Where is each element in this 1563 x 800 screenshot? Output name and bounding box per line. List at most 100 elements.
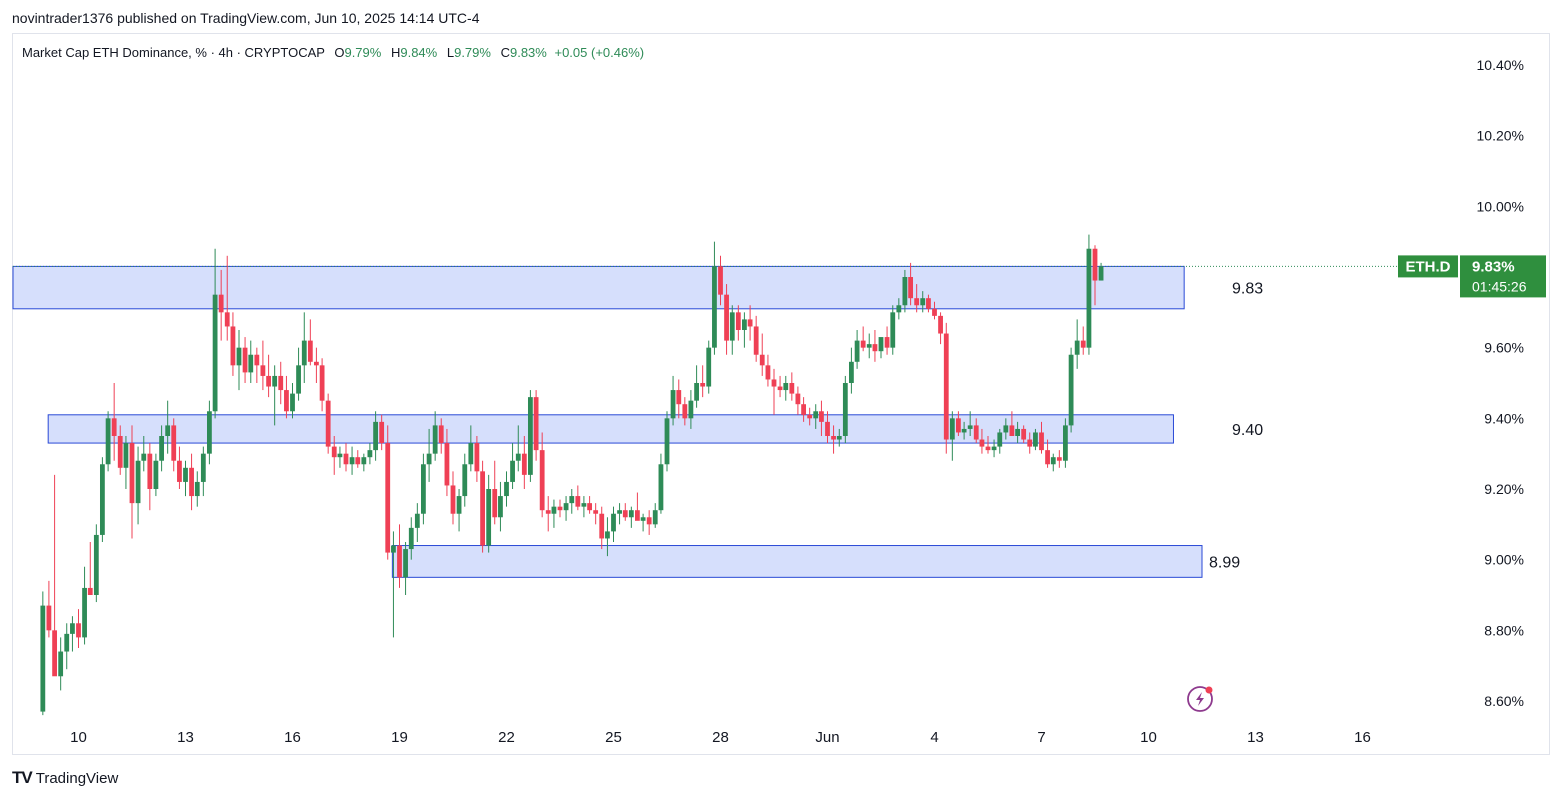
candle-body [563, 503, 569, 511]
candle [682, 397, 688, 426]
candle-body [510, 460, 515, 482]
candle [105, 411, 111, 472]
candle-body [617, 510, 622, 514]
candle-body [218, 294, 224, 313]
candle-body [278, 375, 284, 391]
candle [741, 312, 747, 348]
candle [718, 255, 723, 306]
candle [450, 471, 456, 525]
candle-body [171, 425, 177, 461]
candle [932, 301, 937, 320]
candle-body [1080, 340, 1086, 348]
candle [1027, 432, 1033, 454]
candle [771, 368, 777, 415]
candle-body [884, 337, 890, 348]
candle [379, 414, 385, 451]
candle [1045, 439, 1050, 468]
x-tick-label: 10 [70, 729, 87, 746]
symbol-title: Market Cap ETH Dominance, % · 4h · CRYPT… [22, 45, 325, 60]
tradingview-footer[interactable]: TV TradingView [12, 768, 118, 788]
candle [313, 347, 319, 383]
candle [218, 269, 224, 341]
candle-body [628, 510, 634, 518]
candle [296, 347, 301, 401]
candle-body [759, 354, 765, 366]
candle [325, 393, 331, 454]
candle-body [498, 496, 503, 518]
candle [515, 425, 521, 472]
candle-body [848, 361, 854, 383]
candle [183, 460, 188, 497]
price-badge-box [1460, 255, 1546, 298]
candle-body [664, 418, 670, 465]
candle-body [842, 383, 848, 436]
x-tick-label: 16 [1354, 729, 1371, 746]
candle-body [105, 418, 111, 465]
candle [177, 446, 182, 489]
candle [70, 616, 75, 652]
candle [967, 411, 973, 436]
candles-layer [40, 234, 1104, 716]
candle [349, 446, 355, 475]
candle-body [462, 464, 468, 497]
candle-body [729, 312, 735, 341]
candle-body [93, 534, 99, 595]
candle-body [706, 347, 712, 387]
candle-body [307, 340, 313, 362]
candle [943, 322, 949, 454]
candle [58, 637, 64, 691]
candle [1056, 450, 1062, 468]
tradingview-brand: TradingView [35, 769, 119, 787]
candle [991, 439, 997, 458]
candle-body [141, 453, 147, 461]
candle [397, 524, 402, 588]
candle-body [557, 506, 563, 511]
candle-body [581, 503, 587, 507]
candle-body [807, 414, 813, 419]
candle [1050, 453, 1056, 472]
candle-body [272, 375, 278, 387]
candle-body [902, 277, 908, 306]
candle-body [955, 418, 961, 433]
candle [266, 354, 272, 398]
candle [123, 436, 129, 489]
candle-body [147, 453, 153, 489]
candle [997, 428, 1003, 454]
candle-body [408, 527, 414, 550]
candle-body [254, 354, 260, 366]
candle [284, 375, 289, 419]
candle [331, 436, 337, 475]
candle [1068, 347, 1074, 433]
y-tick-label: 8.80% [1484, 622, 1524, 638]
candle-body [551, 506, 557, 514]
candle [527, 390, 533, 482]
candle-body [569, 496, 575, 504]
x-tick-label: 13 [177, 729, 194, 746]
candle-body [646, 517, 652, 525]
candle-body [301, 340, 307, 366]
candle-body [468, 443, 474, 465]
candle-body [712, 266, 717, 348]
y-tick-label: 8.60% [1484, 693, 1524, 709]
candle [860, 326, 866, 352]
candle-body [688, 400, 694, 419]
candle-body [397, 545, 402, 578]
candle-body [379, 421, 385, 444]
candle [908, 262, 914, 306]
candle [617, 503, 622, 525]
candle [64, 623, 70, 670]
candle-body [997, 432, 1003, 447]
candle [1009, 411, 1015, 436]
y-tick-label: 9.60% [1484, 340, 1524, 356]
lightning-bolt-icon[interactable] [1187, 686, 1213, 712]
candle [367, 443, 373, 465]
candle-body [1056, 457, 1062, 461]
x-tick-label: 25 [605, 729, 622, 746]
candle [1080, 326, 1086, 355]
candle [676, 379, 682, 419]
candle [902, 269, 908, 313]
low-value: 9.79% [454, 45, 491, 60]
candle-body [1027, 439, 1033, 447]
candle-body [70, 623, 75, 634]
